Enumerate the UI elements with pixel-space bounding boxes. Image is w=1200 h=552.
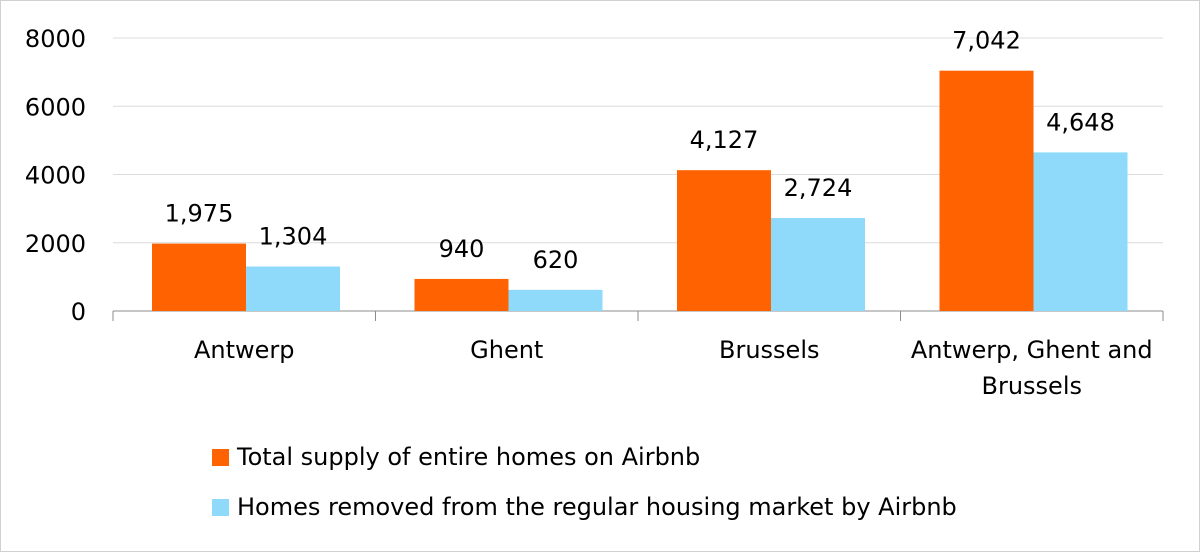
data-label: 4,127 (690, 126, 759, 154)
data-label: 620 (533, 246, 579, 274)
legend-label-total-supply: Total supply of entire homes on Airbnb (237, 443, 701, 471)
legend-swatch-lightblue (212, 498, 229, 516)
x-category-label: Brussels (719, 336, 820, 364)
data-label: 1,304 (259, 223, 328, 251)
y-tick-label: 2000 (25, 230, 86, 258)
legend: Total supply of entire homes on Airbnb H… (212, 432, 957, 532)
x-category-label: Ghent (470, 336, 543, 364)
bar-chart: 0 2000 4000 6000 8000 1,975 1,304 Antwerp 940 620… (25, 25, 1164, 400)
data-label: 1,975 (165, 200, 234, 228)
legend-swatch-orange (212, 448, 229, 466)
bar (677, 170, 771, 311)
bar (1033, 152, 1128, 311)
data-label: 940 (439, 235, 485, 263)
bar (246, 266, 340, 311)
y-tick-label: 0 (71, 298, 86, 326)
x-category-label: Antwerp, Ghent and (911, 336, 1153, 364)
y-tick-label: 8000 (25, 25, 86, 53)
legend-label-homes-removed: Homes removed from the regular housing m… (237, 493, 957, 521)
y-tick-label: 4000 (25, 162, 86, 190)
bar (939, 70, 1034, 312)
legend-item-total-supply: Total supply of entire homes on Airbnb (212, 432, 957, 482)
data-label: 7,042 (952, 27, 1021, 55)
bar (508, 289, 603, 311)
y-tick-label: 6000 (25, 93, 86, 121)
data-label: 4,648 (1046, 108, 1115, 136)
legend-item-homes-removed: Homes removed from the regular housing m… (212, 482, 957, 532)
bar (771, 218, 865, 311)
bar (414, 278, 509, 311)
bar (152, 243, 246, 311)
data-label: 2,724 (784, 174, 853, 202)
x-category-label: Antwerp (194, 336, 295, 364)
x-category-label: Brussels (982, 372, 1083, 400)
